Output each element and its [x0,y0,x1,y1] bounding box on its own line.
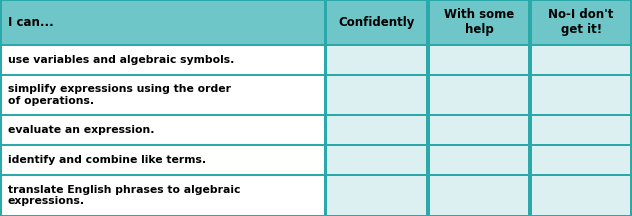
Text: Confidently: Confidently [339,16,415,29]
Bar [430,176,528,215]
Bar [532,76,630,114]
Text: No-I don't
get it!: No-I don't get it! [549,8,614,37]
Bar [430,146,528,174]
Text: evaluate an expression.: evaluate an expression. [8,125,154,135]
Bar [327,146,426,174]
Bar [327,1,426,44]
Bar [2,146,324,174]
Bar [532,116,630,144]
Bar [430,1,528,44]
Bar [327,176,426,215]
Bar [430,76,528,114]
Bar [327,46,426,74]
Bar [2,76,324,114]
Bar [327,76,426,114]
Bar [2,176,324,215]
Text: With some
help: With some help [444,8,514,37]
Text: use variables and algebraic symbols.: use variables and algebraic symbols. [8,55,234,65]
Bar [430,46,528,74]
Text: I can...: I can... [8,16,53,29]
Text: identify and combine like terms.: identify and combine like terms. [8,155,205,165]
Bar [327,116,426,144]
Text: simplify expressions using the order
of operations.: simplify expressions using the order of … [8,84,231,106]
Bar [532,176,630,215]
Bar [532,146,630,174]
Bar [2,1,324,44]
Bar [532,46,630,74]
Bar [430,116,528,144]
Bar [2,116,324,144]
Bar [2,46,324,74]
Text: translate English phrases to algebraic
expressions.: translate English phrases to algebraic e… [8,185,240,206]
Bar [532,1,630,44]
